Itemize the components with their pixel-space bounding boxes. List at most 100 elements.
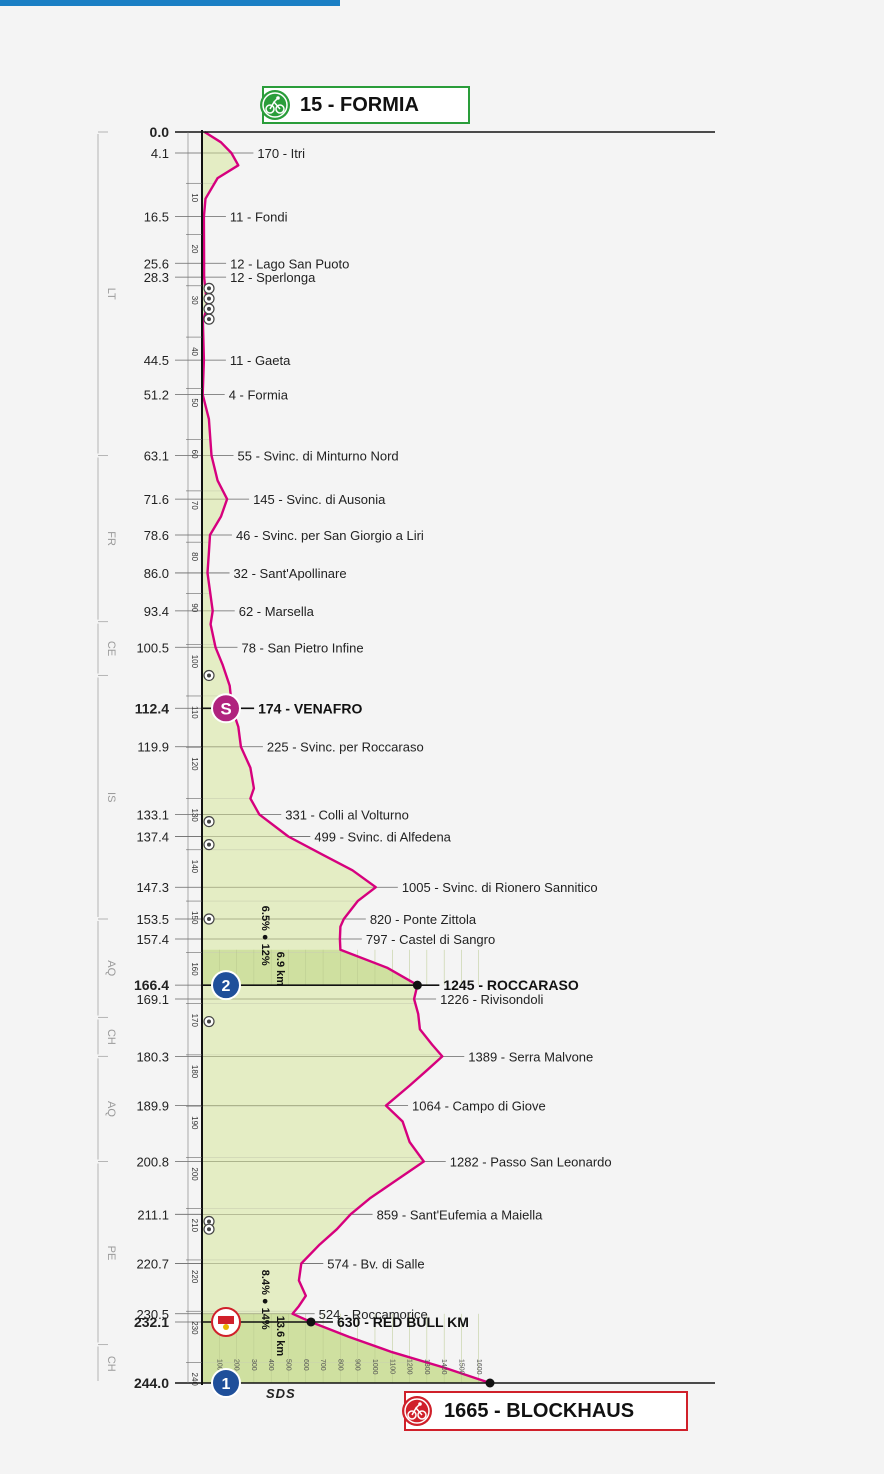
km-label: 16.5 — [144, 210, 169, 225]
distance-tick-label: 150 — [190, 911, 199, 925]
waypoint-label: 1064 - Campo di Giove — [412, 1099, 546, 1114]
altitude-tick-label: 1400 — [440, 1359, 447, 1375]
service-icon-dot — [207, 917, 211, 922]
waypoint-label: 55 - Svinc. di Minturno Nord — [238, 449, 399, 464]
km-label: 119.9 — [137, 740, 169, 755]
km-label: 232.1 — [134, 1314, 169, 1330]
waypoint-label: 12 - Sperlonga — [230, 270, 316, 285]
km-label: 86.0 — [144, 566, 169, 581]
service-icon-dot — [207, 819, 211, 824]
altitude-tick-label: 200 — [233, 1359, 240, 1371]
altitude-tick-label: 400 — [267, 1359, 274, 1371]
km-label: 230.5 — [136, 1307, 169, 1322]
service-icon-dot — [207, 673, 211, 678]
altitude-tick-label: 1500 — [457, 1359, 464, 1375]
km-label: 189.9 — [136, 1099, 169, 1114]
km-label: 244.0 — [134, 1375, 169, 1391]
distance-tick-label: 230 — [190, 1321, 199, 1335]
red-bull-icon-bar — [218, 1315, 234, 1324]
region-label-is: IS — [105, 792, 117, 802]
km-label: 4.1 — [151, 146, 169, 161]
distance-tick-label: 170 — [190, 1014, 199, 1028]
red-bull-icon-sun — [223, 1323, 229, 1330]
distance-tick-label: 70 — [190, 501, 199, 510]
climb-fill-1 — [202, 1313, 490, 1383]
altitude-tick-label: 1600 — [475, 1359, 482, 1375]
km-label: 25.6 — [144, 256, 169, 271]
profile-fill-area — [202, 132, 490, 1383]
km-label: 200.8 — [136, 1155, 169, 1170]
distance-tick-label: 120 — [190, 757, 199, 771]
waypoint-dot — [412, 980, 422, 990]
waypoint-label: 225 - Svinc. per Roccaraso — [267, 740, 424, 755]
km-label: 112.4 — [135, 700, 169, 716]
service-icon-dot — [207, 1227, 211, 1232]
waypoint-label: 170 - Itri — [257, 146, 305, 161]
region-label-ce: CE — [105, 641, 117, 656]
distance-tick-label: 100 — [190, 655, 199, 669]
km-label: 137.4 — [136, 829, 169, 844]
region-label-pe: PE — [105, 1246, 117, 1261]
top-accent-bar — [0, 0, 340, 6]
kom-icon — [211, 970, 241, 1001]
finish-cyclist-icon — [402, 1396, 432, 1426]
km-label: 166.4 — [134, 977, 169, 993]
kom-icon — [211, 1368, 241, 1398]
waypoint-label: 62 - Marsella — [239, 604, 315, 619]
region-label-fr: FR — [105, 531, 117, 546]
sprint-icon-letter: S — [220, 699, 231, 718]
km-label: 153.5 — [136, 912, 169, 927]
altitude-tick-label: 100 — [215, 1359, 222, 1371]
distance-tick-label: 60 — [190, 450, 199, 459]
km-label: 133.1 — [136, 807, 169, 822]
distance-tick-label: 200 — [190, 1167, 199, 1181]
distance-tick-label: 130 — [190, 809, 199, 823]
altitude-tick-label: 800 — [336, 1359, 343, 1371]
waypoint-label: 1226 - Rivisondoli — [440, 992, 543, 1007]
distance-tick-label: 20 — [190, 245, 199, 254]
service-icon-dot — [207, 1219, 211, 1224]
service-icon-dot — [207, 306, 211, 311]
altitude-tick-label: 600 — [302, 1359, 309, 1371]
waypoint-label: 46 - Svinc. per San Giorgio a Liri — [236, 528, 424, 543]
km-label: 180.3 — [136, 1049, 169, 1064]
region-label-ch: CH — [105, 1356, 117, 1372]
region-label-aq: AQ — [105, 960, 117, 976]
climb-gradient: 8.4% ● 14% — [259, 1270, 271, 1330]
waypoint-label: 499 - Svinc. di Alfedena — [314, 829, 451, 844]
km-label: 157.4 — [136, 932, 169, 947]
distance-tick-label: 190 — [190, 1116, 199, 1130]
altitude-tick-label: 500 — [284, 1359, 291, 1371]
waypoint-label: 12 - Lago San Puoto — [230, 256, 349, 271]
distance-tick-label: 140 — [190, 860, 199, 874]
distance-tick-label: 30 — [190, 296, 199, 305]
profile-line — [201, 130, 491, 1385]
distance-tick-label: 40 — [190, 347, 199, 356]
distance-tick-label: 50 — [190, 398, 199, 407]
km-label: 44.5 — [144, 353, 169, 368]
start-box: 15 - FORMIA — [260, 86, 470, 124]
waypoint-label: 331 - Colli al Volturno — [285, 807, 409, 822]
waypoint-label: 797 - Castel di Sangro — [366, 932, 495, 947]
waypoint-label: 1282 - Passo San Leonardo — [450, 1155, 612, 1170]
waypoint-label: 174 - VENAFRO — [258, 700, 362, 716]
altitude-tick-label: 1300 — [423, 1359, 430, 1375]
km-label: 147.3 — [136, 880, 169, 895]
climb-gradient: 6.5% ● 12% — [259, 906, 271, 966]
climb-length: 13.6 km — [274, 1316, 286, 1357]
km-label: 93.4 — [144, 604, 169, 619]
km-label: 169.1 — [136, 992, 169, 1007]
kom-icon-category: 2 — [222, 978, 231, 995]
service-icon-dot — [207, 317, 211, 322]
distance-tick-label: 10 — [190, 193, 199, 202]
region-label-lt: LT — [105, 288, 117, 300]
waypoint-label: 4 - Formia — [229, 388, 289, 403]
waypoint-label: 1245 - ROCCARASO — [443, 977, 578, 993]
region-label-ch: CH — [105, 1029, 117, 1045]
waypoint-label: 859 - Sant'Eufemia a Maiella — [377, 1207, 544, 1222]
waypoint-label: 32 - Sant'Apollinare — [234, 566, 347, 581]
service-icon-dot — [207, 296, 211, 301]
finish-dot — [485, 1378, 495, 1388]
km-label: 63.1 — [144, 449, 169, 464]
